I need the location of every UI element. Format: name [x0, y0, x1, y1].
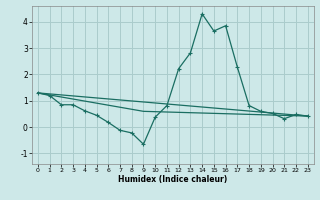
X-axis label: Humidex (Indice chaleur): Humidex (Indice chaleur) — [118, 175, 228, 184]
